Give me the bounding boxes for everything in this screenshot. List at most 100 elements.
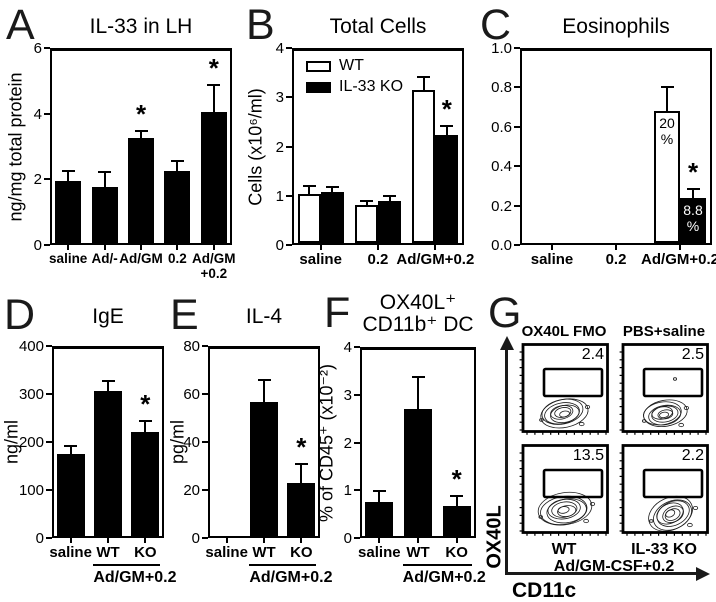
panel-c: C Eosinophils 0.0 0.2 0.4 0.6 0.8 1.0 20% * 8.8% s… xyxy=(472,2,716,290)
chart-title: IL-33 in LH xyxy=(50,15,232,38)
flow-plot-ox40l-fmo: 2.4 xyxy=(518,343,610,437)
bar-il-33-ko xyxy=(320,192,344,243)
panel-a: A IL-33 in LH ng/mg total protein 0 2 4 6 * * sa… xyxy=(2,2,238,290)
y-tick-label: 0 xyxy=(191,530,200,547)
error-bar-line xyxy=(417,377,419,409)
y-tick-label: 200 xyxy=(18,434,44,451)
flow-plot-il-33-ko: 2.2 xyxy=(618,444,710,538)
y-tick xyxy=(46,393,52,395)
error-bar-line xyxy=(212,85,215,112)
bar-ige xyxy=(56,454,85,536)
y-tick xyxy=(286,47,292,49)
x-category-line: saline xyxy=(299,251,342,268)
x-category-line: saline xyxy=(530,251,574,268)
flow-genotype-label: WT xyxy=(551,541,577,558)
panel-letter-g: G xyxy=(488,289,522,337)
chart-title-line: OX40L⁺ xyxy=(379,291,457,314)
error-bar-line xyxy=(140,131,142,138)
x-tick xyxy=(615,245,617,250)
x-tick xyxy=(455,538,458,543)
chart-ox40l-cd11b-dc: OX40L⁺ CD11b⁺ DC% of CD45⁺ (x10⁻²) 0 1 2 3 4 * s… xyxy=(316,291,488,600)
x-category-line: saline xyxy=(49,251,88,266)
panel-letter-a: A xyxy=(6,1,35,49)
flow-plot-wt: 13.5 xyxy=(518,444,610,538)
y-tick-label: 6 xyxy=(33,40,42,57)
y-tick xyxy=(202,537,208,539)
y-axis-label: ng/mg total protein xyxy=(5,71,26,222)
gate-rectangle xyxy=(542,468,604,499)
bar-percent-label: 20% xyxy=(654,115,680,147)
x-category-label: Ad/GM+0.2 xyxy=(616,251,716,269)
y-tick xyxy=(286,244,292,246)
contour-cloud xyxy=(648,495,699,532)
error-bar-cap xyxy=(207,84,221,87)
error-bar-cap xyxy=(686,187,700,190)
bar-il-33-ko xyxy=(680,197,706,243)
group-underline xyxy=(93,564,160,566)
error-bar-line xyxy=(308,186,311,194)
error-bar-line xyxy=(144,420,147,433)
error-bar-cap xyxy=(660,86,674,89)
plot-area xyxy=(520,48,712,245)
error-bar-cap xyxy=(170,159,184,162)
plot-frame xyxy=(621,343,709,433)
error-bar-line xyxy=(445,126,448,135)
error-bar-line xyxy=(455,495,458,506)
y-tick-label: 0.2 xyxy=(491,197,512,215)
x-category-line: Ad/GM xyxy=(192,251,236,266)
y-tick-label: 20 xyxy=(183,482,200,499)
x-category-line: KO xyxy=(290,544,313,561)
bar-il-4 xyxy=(250,401,278,536)
x-tick xyxy=(319,245,322,250)
chart-title-line: Total Cells xyxy=(329,15,427,38)
bar-percent-line: % xyxy=(686,217,700,234)
plot-area xyxy=(208,346,320,538)
x-category-line: 0.2 xyxy=(605,251,627,268)
x-tick xyxy=(378,538,381,543)
error-bar-line xyxy=(692,188,694,198)
error-bar-line xyxy=(365,201,368,205)
y-tick-label: 60 xyxy=(183,386,200,403)
flow-group-label: Ad/GM-CSF+0.2 xyxy=(553,558,675,575)
y-tick-label: 0 xyxy=(275,237,284,254)
y-tick-label: 1.0 xyxy=(491,40,512,57)
panel-letter-c: C xyxy=(480,1,512,49)
legend-label: IL-33 KO xyxy=(339,78,404,95)
chart-title-line: IL-4 xyxy=(245,305,283,328)
y-tick xyxy=(514,47,520,49)
group-underline xyxy=(402,564,472,566)
bar-il-33-ko xyxy=(435,134,459,243)
x-category-line: WT xyxy=(252,544,276,561)
flow-y-axis-label: OX40L xyxy=(483,505,506,569)
y-tick xyxy=(286,96,292,99)
flow-column-title: PBS+saline xyxy=(622,323,706,340)
contour-cloud xyxy=(642,377,690,428)
flow-plot-svg xyxy=(519,343,609,435)
x-category-line: Ad/GM+0.2 xyxy=(641,251,716,268)
y-tick-label: 400 xyxy=(18,338,44,355)
chart-il4: IL-4 pg/ml 0 20 40 60 80 * saline WT KO Ad/GM+0.2 xyxy=(168,292,333,600)
legend-swatch-black xyxy=(306,81,331,93)
y-tick xyxy=(286,145,292,148)
y-tick xyxy=(202,393,208,395)
x-category-line: saline xyxy=(205,544,248,561)
x-category-label: 0.2 xyxy=(141,251,214,267)
x-tick xyxy=(225,538,228,543)
significance-star: * xyxy=(451,463,462,494)
legend-swatch-white xyxy=(306,60,331,72)
x-category-line: 0.2 xyxy=(367,251,389,268)
x-category-label: WT xyxy=(227,544,302,562)
error-bar-cap xyxy=(440,125,454,128)
x-tick xyxy=(551,245,553,250)
y-tick-label: 80 xyxy=(183,338,200,355)
y-tick xyxy=(514,86,520,89)
x-category-label: Ad/GM+0.2 xyxy=(378,251,493,269)
bar-il-33 xyxy=(164,170,191,243)
error-bar-cap xyxy=(64,445,78,448)
error-bar-cap xyxy=(411,376,425,379)
gate-percentage: 2.5 xyxy=(681,346,704,363)
bar-percent-line: 20 xyxy=(659,115,675,131)
x-category-label: saline xyxy=(488,251,616,269)
y-tick-label: 0.6 xyxy=(491,118,512,136)
